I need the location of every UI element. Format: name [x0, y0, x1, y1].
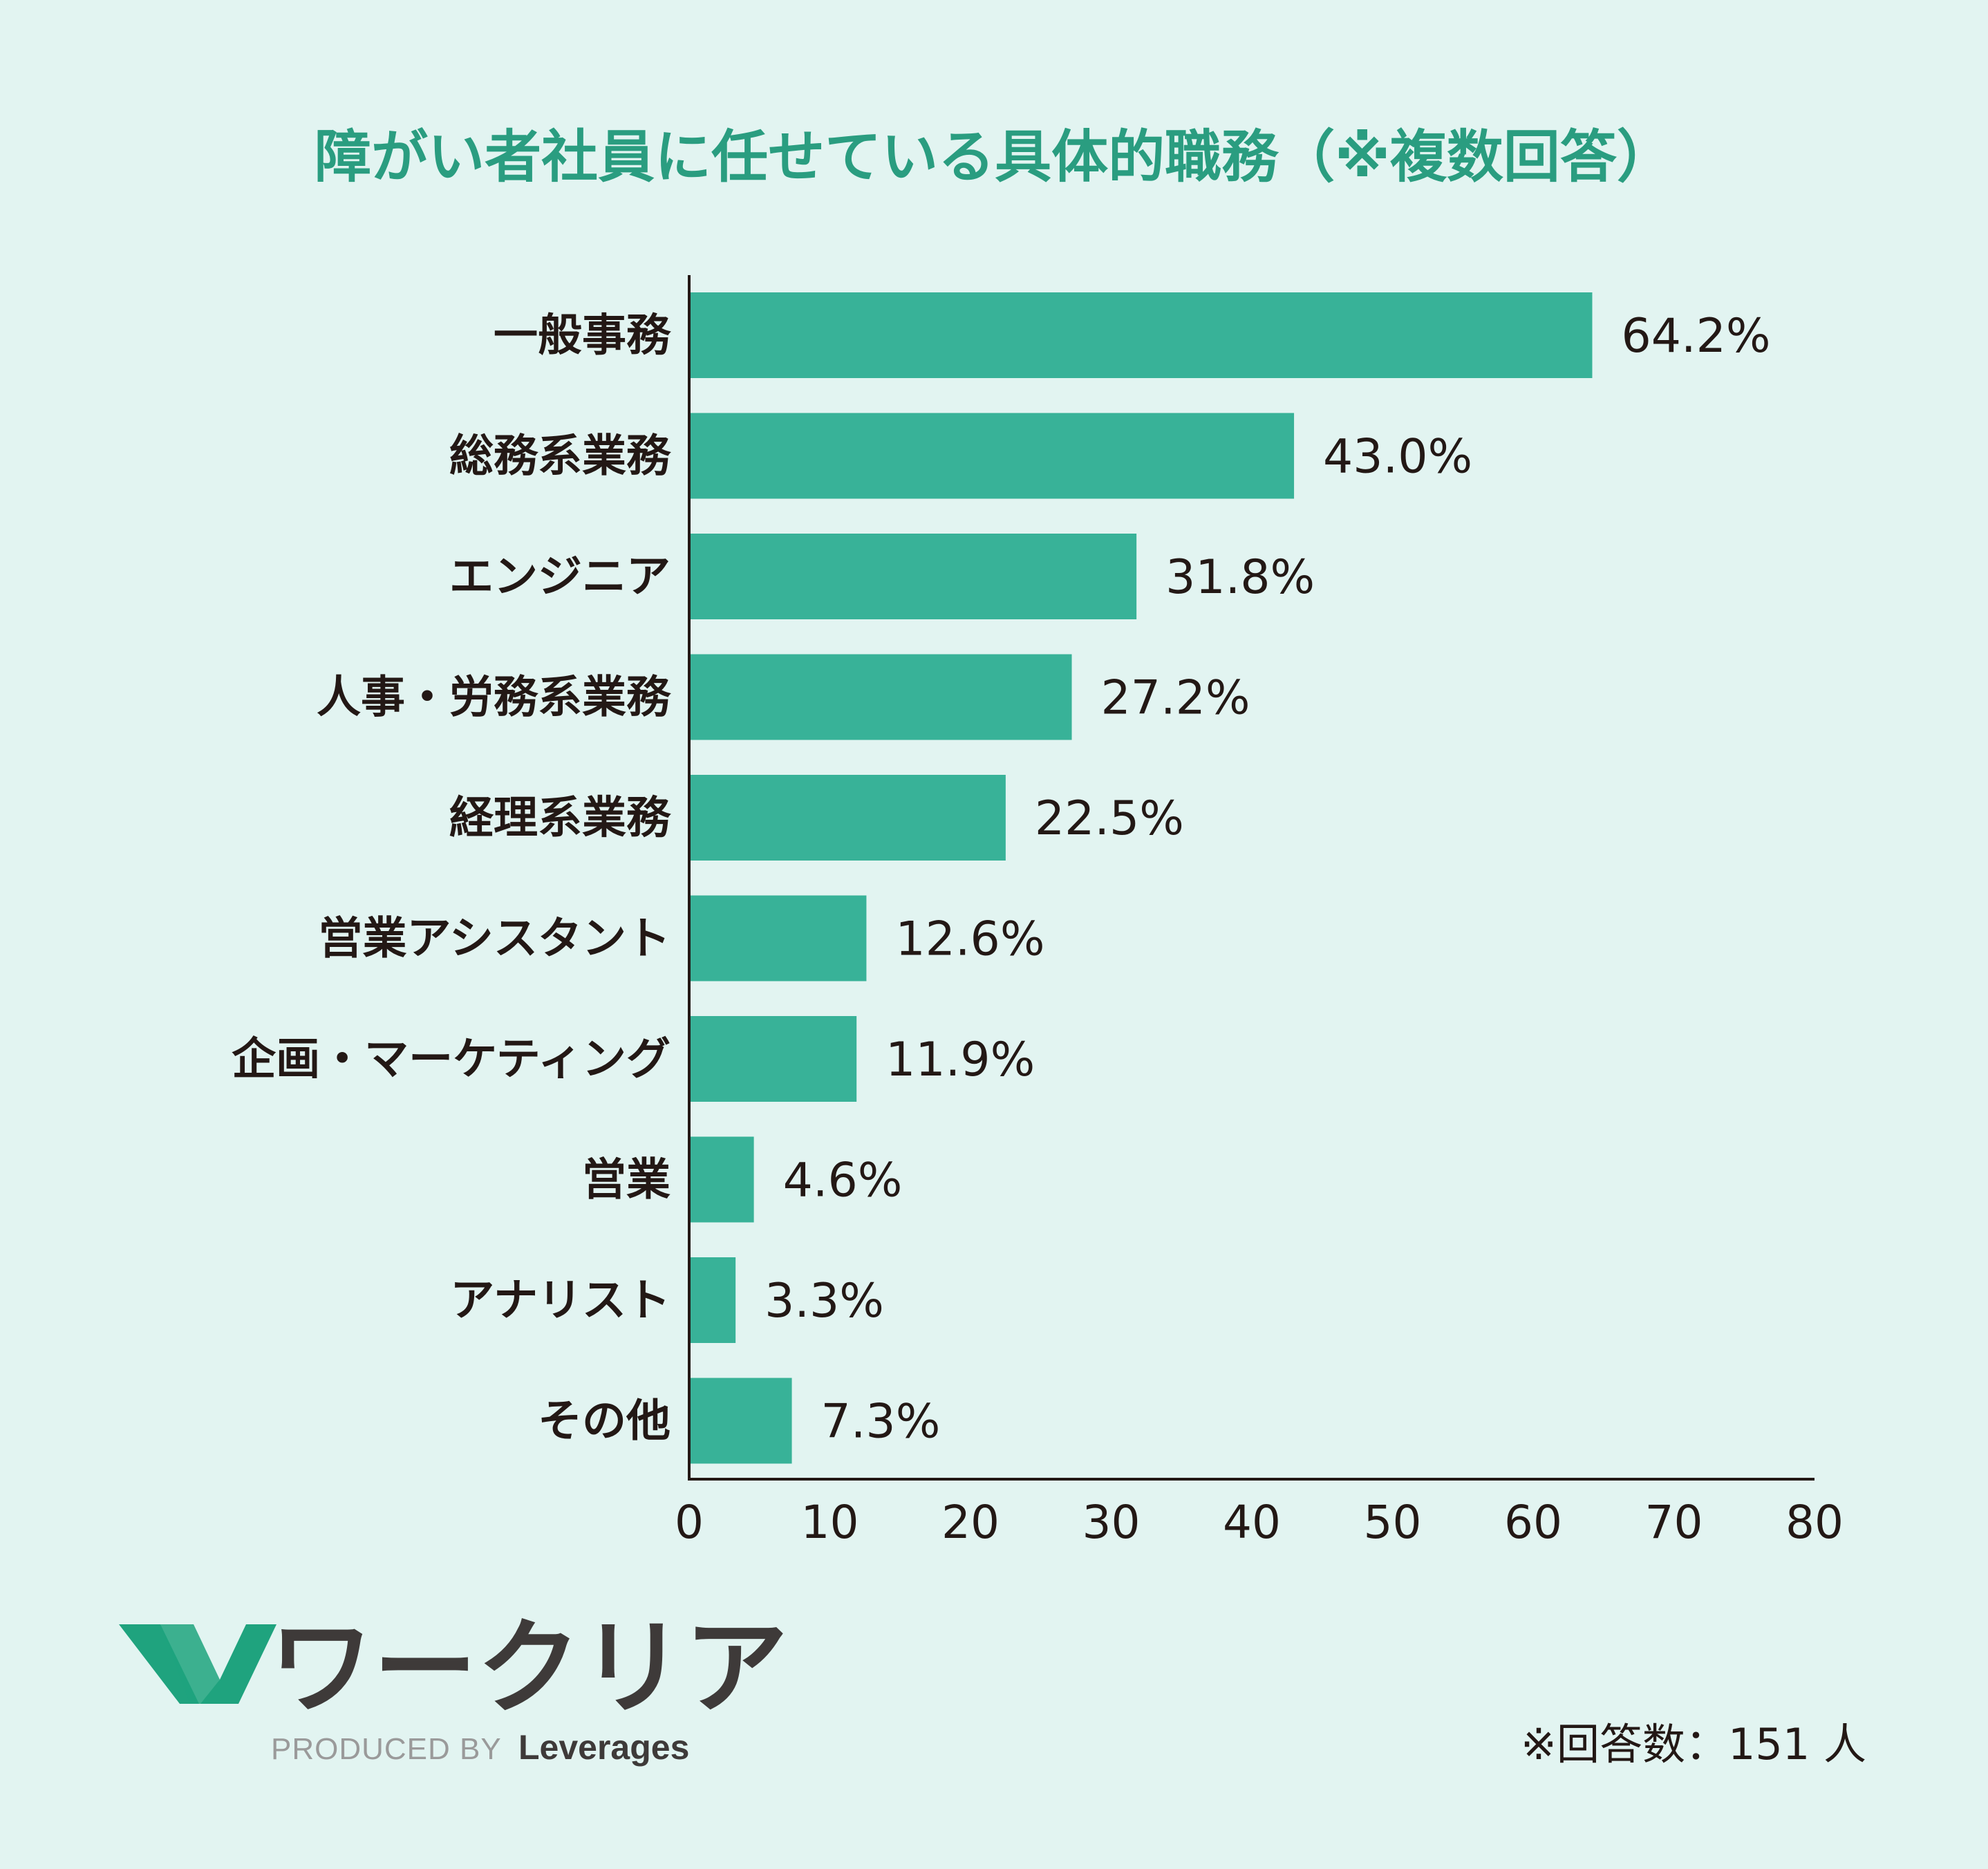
- category-labels: 一般事務総務系業務エンジニア人事・労務系業務経理系業務営業アシスタント企画・マー…: [232, 310, 671, 1447]
- bar: [691, 1257, 736, 1343]
- value-label: 27.2%: [1101, 671, 1250, 726]
- logo-name: ワークリア: [270, 1608, 788, 1729]
- logo-w-right: [200, 1624, 276, 1704]
- value-label: 31.8%: [1165, 550, 1315, 605]
- value-label: 22.5%: [1035, 791, 1184, 846]
- value-label: 3.3%: [765, 1274, 884, 1328]
- category-label: 企画・マーケティング: [232, 1034, 671, 1085]
- value-label: 43.0%: [1323, 430, 1472, 485]
- bar: [691, 1136, 754, 1223]
- x-tick-label: 70: [1645, 1496, 1703, 1549]
- value-label: 64.2%: [1621, 309, 1770, 364]
- x-tick-label: 60: [1504, 1496, 1562, 1549]
- axes: [688, 275, 1814, 1481]
- x-tick-labels: 0 10 20 30 40 50 60 70 80: [675, 1496, 1844, 1549]
- bar: [691, 1378, 792, 1464]
- category-label: 人事・労務系業務: [317, 673, 671, 724]
- value-label: 7.3%: [821, 1395, 941, 1449]
- category-label: その他: [538, 1396, 671, 1447]
- bar: [691, 413, 1295, 499]
- chart-title: 障がい者社員に任せている具体的職務（※複数回答）: [315, 124, 1673, 190]
- value-labels: 64.2% 43.0% 31.8% 27.2% 22.5% 12.6% 11.9% 4.6% 3…: [765, 309, 1770, 1449]
- bar: [691, 775, 1006, 861]
- logo-w-icon: [119, 1624, 276, 1704]
- logo-w-left: [119, 1624, 199, 1704]
- category-label: アナリスト: [450, 1275, 671, 1326]
- logo-company: Leverages: [518, 1728, 689, 1767]
- value-label: 4.6%: [783, 1154, 903, 1208]
- category-label: 営業アシスタント: [319, 914, 671, 965]
- x-tick-label: 50: [1364, 1496, 1422, 1549]
- x-tick-label: 20: [941, 1496, 1000, 1549]
- bar: [691, 1016, 857, 1102]
- logo-produced-by: PRODUCED BY: [271, 1732, 502, 1766]
- logo-w-mid: [160, 1624, 220, 1704]
- x-tick-label: 10: [801, 1496, 859, 1549]
- x-tick-label: 0: [675, 1496, 704, 1549]
- x-tick-label: 30: [1082, 1496, 1141, 1549]
- x-tick-label: 40: [1223, 1496, 1281, 1549]
- value-label: 12.6%: [895, 912, 1044, 967]
- bar: [691, 534, 1137, 619]
- value-label: 11.9%: [885, 1033, 1035, 1087]
- bars-layer: [691, 292, 1593, 1464]
- bar: [691, 292, 1593, 378]
- bar: [691, 654, 1072, 740]
- category-label: 総務系業務: [449, 431, 671, 482]
- category-label: エンジニア: [449, 552, 671, 603]
- category-label: 経理系業務: [449, 793, 671, 844]
- category-label: 営業: [582, 1155, 671, 1206]
- logo: ワークリア PRODUCED BY Leverages: [119, 1608, 788, 1767]
- response-count-note: ※回答数：151 人: [1521, 1719, 1866, 1769]
- category-label: 一般事務: [494, 310, 671, 361]
- bar: [691, 895, 867, 982]
- x-tick-label: 80: [1785, 1496, 1844, 1549]
